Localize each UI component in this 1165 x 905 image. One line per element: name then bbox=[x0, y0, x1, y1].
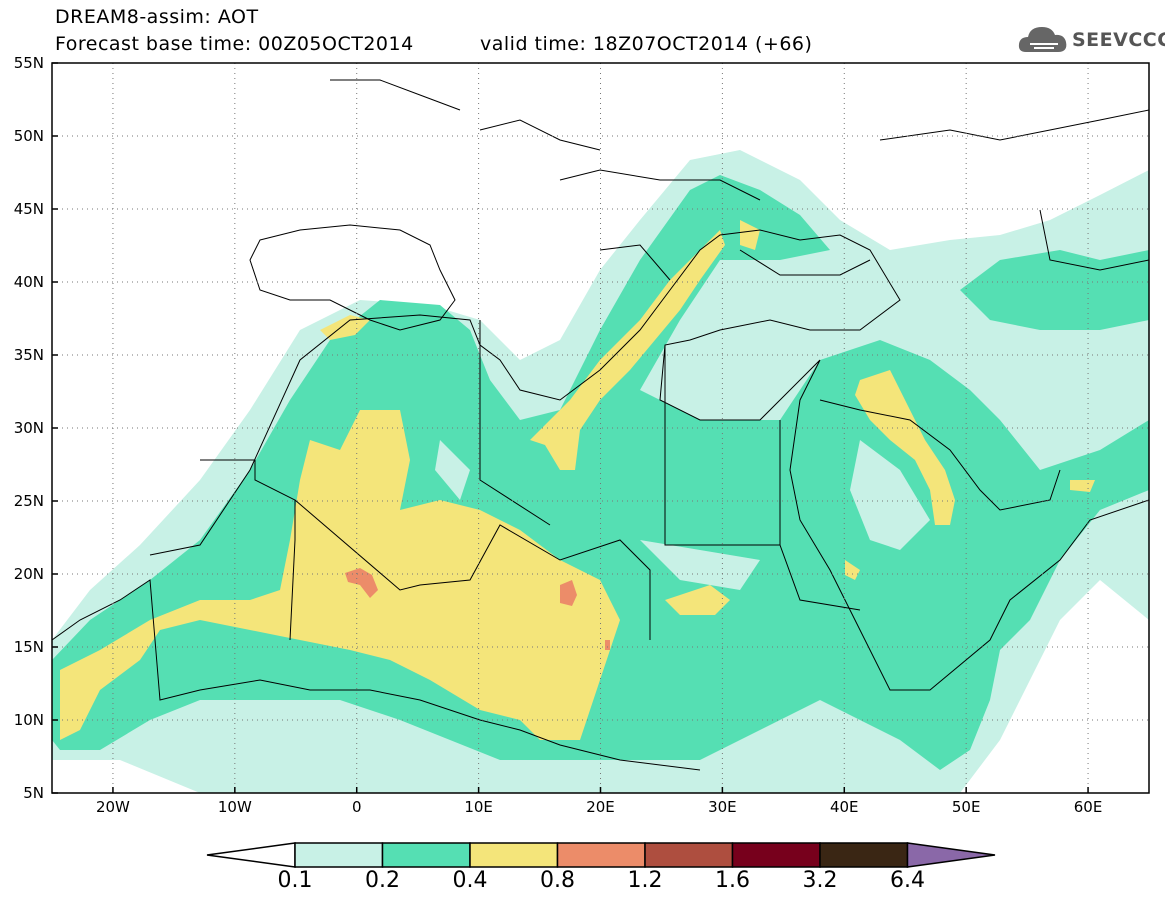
colorbar-segment bbox=[644, 842, 734, 868]
aot-field-0.8 bbox=[345, 568, 610, 650]
chart-title: DREAM8-assim: AOT bbox=[55, 6, 259, 28]
lat-tick-label: 30N bbox=[13, 419, 44, 437]
colorbar-segment bbox=[469, 842, 559, 868]
colorbar-label: 1.2 bbox=[627, 868, 663, 893]
coastlines bbox=[52, 79, 1149, 771]
colorbar-label: 0.4 bbox=[452, 868, 488, 893]
colorbar-under-arrow bbox=[206, 842, 296, 868]
lat-tick-label: 40N bbox=[13, 273, 44, 291]
colorbar-segment bbox=[731, 842, 821, 868]
colorbar-label: 1.6 bbox=[715, 868, 750, 893]
lon-tick-label: 40E bbox=[829, 798, 859, 816]
lon-tick-label: 30E bbox=[708, 798, 737, 816]
axis-ticks bbox=[52, 62, 1089, 794]
colorbar-segment bbox=[381, 842, 471, 868]
lat-tick-label: 25N bbox=[13, 492, 44, 510]
colorbar-label: 6.4 bbox=[890, 868, 925, 893]
base-time: Forecast base time: 00Z05OCT2014 bbox=[55, 33, 414, 55]
colorbar-segment bbox=[294, 842, 384, 868]
lon-tick-label: 20E bbox=[586, 798, 615, 816]
lat-tick-label: 5N bbox=[23, 784, 44, 802]
lat-tick-label: 15N bbox=[13, 638, 44, 656]
colorbar-segment bbox=[819, 842, 909, 868]
lon-tick-label: 10W bbox=[217, 798, 252, 816]
colorbar-label: 0.8 bbox=[540, 868, 575, 893]
lon-tick-label: 60E bbox=[1073, 798, 1103, 816]
seevccc-logo: SEEVCCC bbox=[1018, 22, 1165, 58]
valid-time: valid time: 18Z07OCT2014 (+66) bbox=[480, 33, 813, 55]
lon-tick-label: 50E bbox=[951, 798, 981, 816]
lon-tick-label: 0 bbox=[351, 798, 362, 816]
aot-field-holes bbox=[435, 440, 930, 590]
colorbar-label: 0.1 bbox=[277, 868, 313, 893]
colorbar-label: 0.2 bbox=[365, 868, 400, 893]
lon-tick-label: 20W bbox=[95, 798, 130, 816]
lat-tick-label: 45N bbox=[13, 200, 44, 218]
lat-tick-label: 35N bbox=[13, 346, 44, 364]
colorbar-segment bbox=[556, 842, 646, 868]
lat-tick-label: 10N bbox=[13, 711, 44, 729]
lat-tick-label: 50N bbox=[13, 127, 44, 145]
aot-field-0.4 bbox=[60, 220, 1095, 740]
cloud-icon bbox=[1018, 27, 1067, 52]
lon-tick-label: 10E bbox=[464, 798, 493, 816]
colorbar bbox=[206, 842, 996, 868]
logo-text: SEEVCCC bbox=[1072, 29, 1165, 51]
graticule bbox=[52, 63, 1149, 793]
colorbar-label: 3.2 bbox=[802, 868, 838, 893]
colorbar-over-arrow bbox=[906, 842, 996, 868]
lat-tick-label: 20N bbox=[13, 565, 44, 583]
lat-tick-label: 55N bbox=[13, 54, 44, 72]
